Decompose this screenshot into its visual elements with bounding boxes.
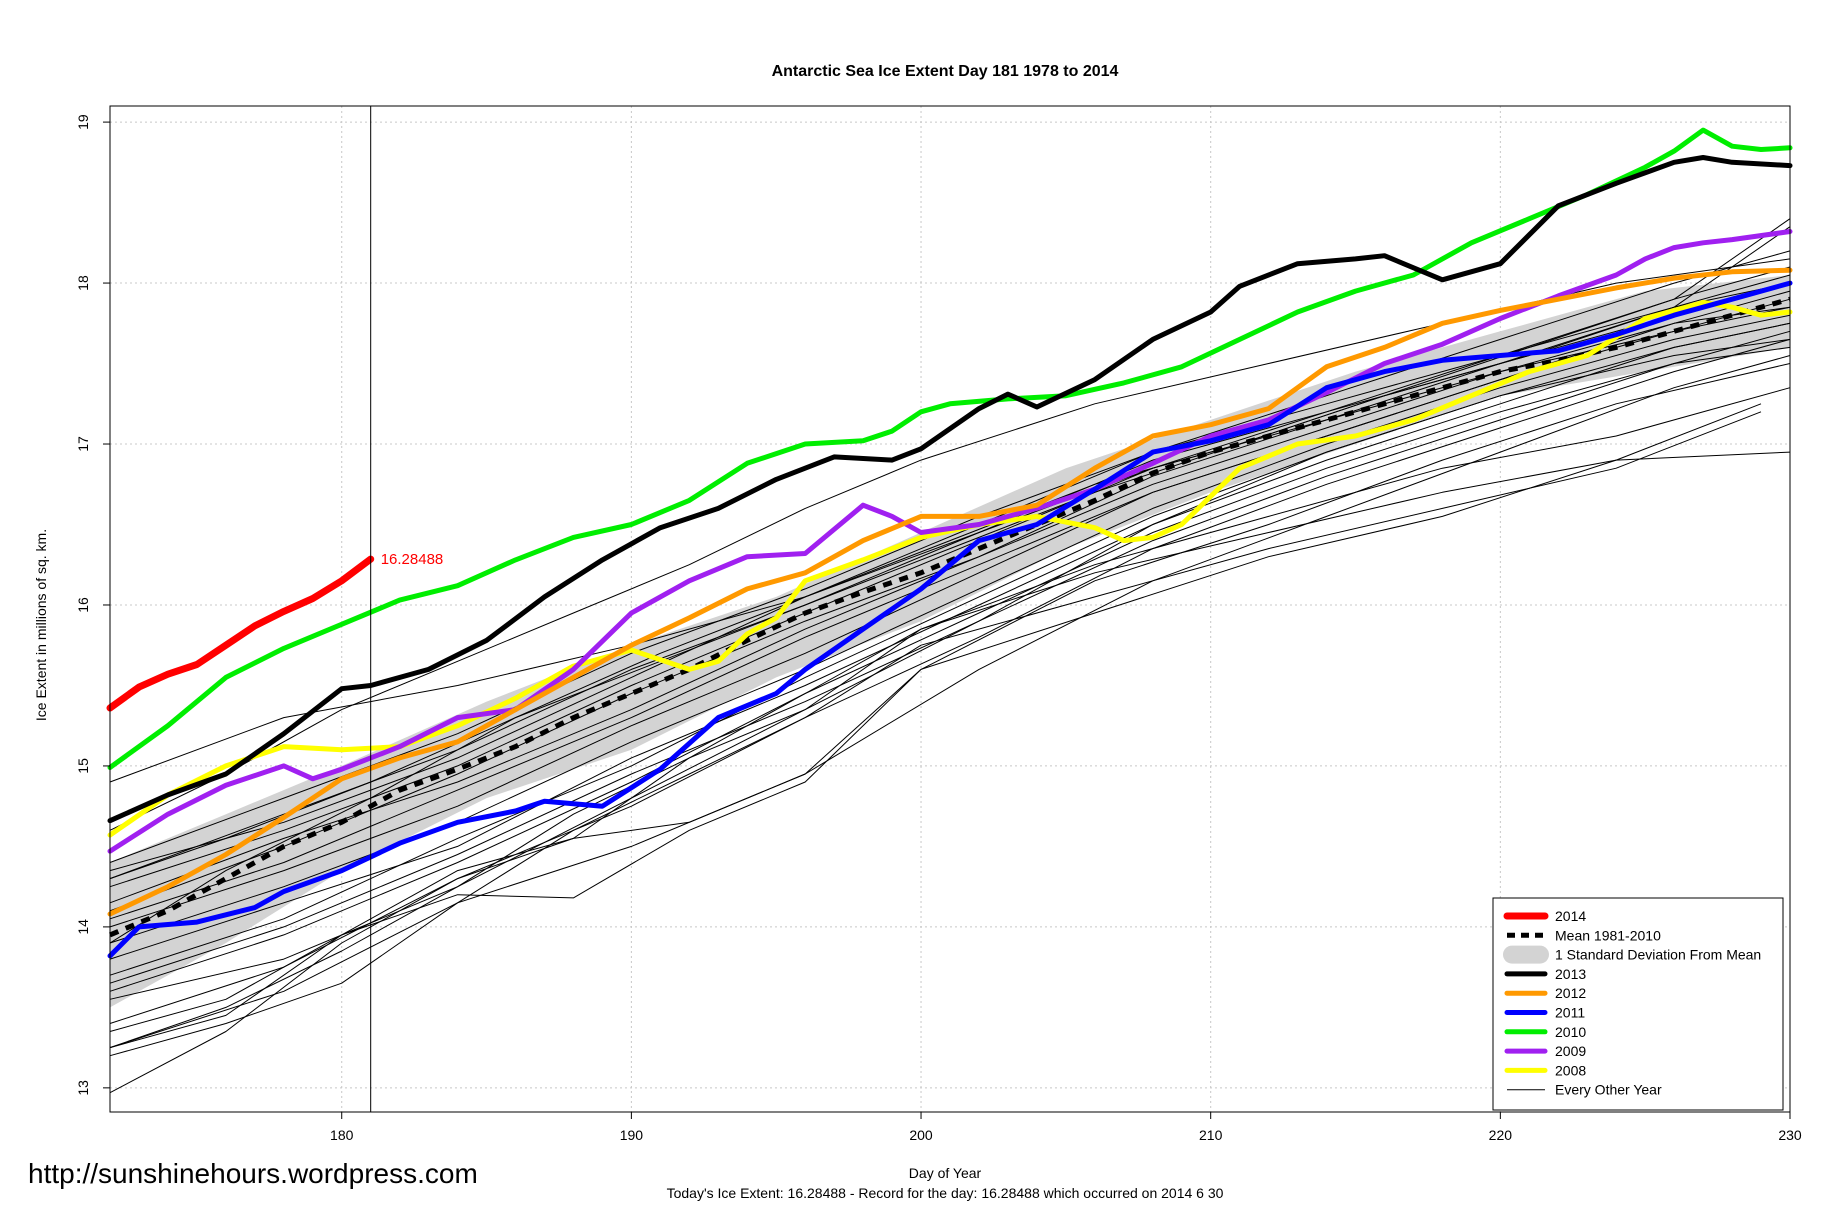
- x-tick-label-190: 190: [620, 1127, 644, 1143]
- std-deviation-band: [110, 275, 1790, 1008]
- other-year-line-10: [109, 338, 1791, 1024]
- legend-label-2: Mean 1981-2010: [1555, 927, 1661, 943]
- legend-label-4: 2013: [1555, 966, 1586, 982]
- other-year-line-16: [109, 306, 1791, 920]
- legend-swatch-std-band: [1503, 945, 1549, 964]
- legend-label-9: 2008: [1555, 1062, 1586, 1078]
- other-year-line-8: [109, 330, 1791, 992]
- mean-layer: [109, 296, 1791, 938]
- legend-label-7: 2010: [1555, 1024, 1586, 1040]
- y-tick-label-15: 15: [75, 758, 91, 774]
- y-axis-label: Ice Extent in millions of sq. km.: [33, 529, 49, 721]
- other-year-line-14: [109, 298, 1791, 904]
- other-years-layer: [109, 218, 1791, 1094]
- series-line-2011: [107, 280, 1793, 959]
- legend-label-8: 2009: [1555, 1043, 1586, 1059]
- plot-frame: [109, 105, 1791, 1113]
- series-line-2012: [107, 267, 1793, 917]
- other-year-line-13: [109, 322, 1791, 960]
- series-line-2013: [107, 155, 1793, 824]
- x-tick-label-200: 200: [909, 1127, 933, 1143]
- legend: 2014 Mean 1981-2010 1 Standard Deviation F…: [1492, 897, 1784, 1111]
- series-line-2014: [106, 555, 375, 712]
- y-tick-label-19: 19: [75, 114, 91, 130]
- other-year-line-18: [109, 363, 1791, 1094]
- axes-layer: 180 190 200 210 220 230 13 14 15 16 17 18 19: [75, 105, 1802, 1143]
- x-tick-label-180: 180: [330, 1127, 354, 1143]
- mean-1981-2010-line: [109, 296, 1791, 938]
- website-url: http://sunshinehours.wordpress.com: [28, 1158, 478, 1189]
- y-tick-label-13: 13: [75, 1080, 91, 1096]
- legend-label-3: 1 Standard Deviation From Mean: [1555, 947, 1761, 963]
- other-year-line-3: [109, 355, 1791, 1049]
- legend-label-10: Every Other Year: [1555, 1082, 1662, 1098]
- std-band-layer: [110, 275, 1790, 1008]
- series-layer: [106, 127, 1793, 959]
- legend-label-5: 2012: [1555, 985, 1586, 1001]
- y-tick-label-17: 17: [75, 436, 91, 452]
- x-tick-label-220: 220: [1489, 1127, 1513, 1143]
- x-tick-label-210: 210: [1199, 1127, 1223, 1143]
- other-year-line-21: [109, 411, 1762, 1057]
- x-axis-label: Day of Year: [909, 1165, 982, 1181]
- footer-text: Today's Ice Extent: 16.28488 - Record fo…: [667, 1185, 1224, 1201]
- end-value-label: 16.28488: [381, 551, 444, 568]
- chart-title: Antarctic Sea Ice Extent Day 181 1978 to…: [772, 63, 1119, 80]
- legend-box: [1492, 897, 1784, 1111]
- y-tick-label-14: 14: [75, 919, 91, 935]
- other-year-line-17: [109, 274, 1791, 872]
- y-tick-label-18: 18: [75, 275, 91, 291]
- x-tick-label-230: 230: [1778, 1127, 1802, 1143]
- other-year-line-15: [109, 346, 1791, 984]
- other-year-line-20: [109, 451, 1791, 1049]
- other-year-line-24: [109, 387, 1791, 1032]
- legend-label-1: 2014: [1555, 908, 1586, 924]
- legend-label-6: 2011: [1555, 1005, 1585, 1021]
- y-tick-label-16: 16: [75, 597, 91, 613]
